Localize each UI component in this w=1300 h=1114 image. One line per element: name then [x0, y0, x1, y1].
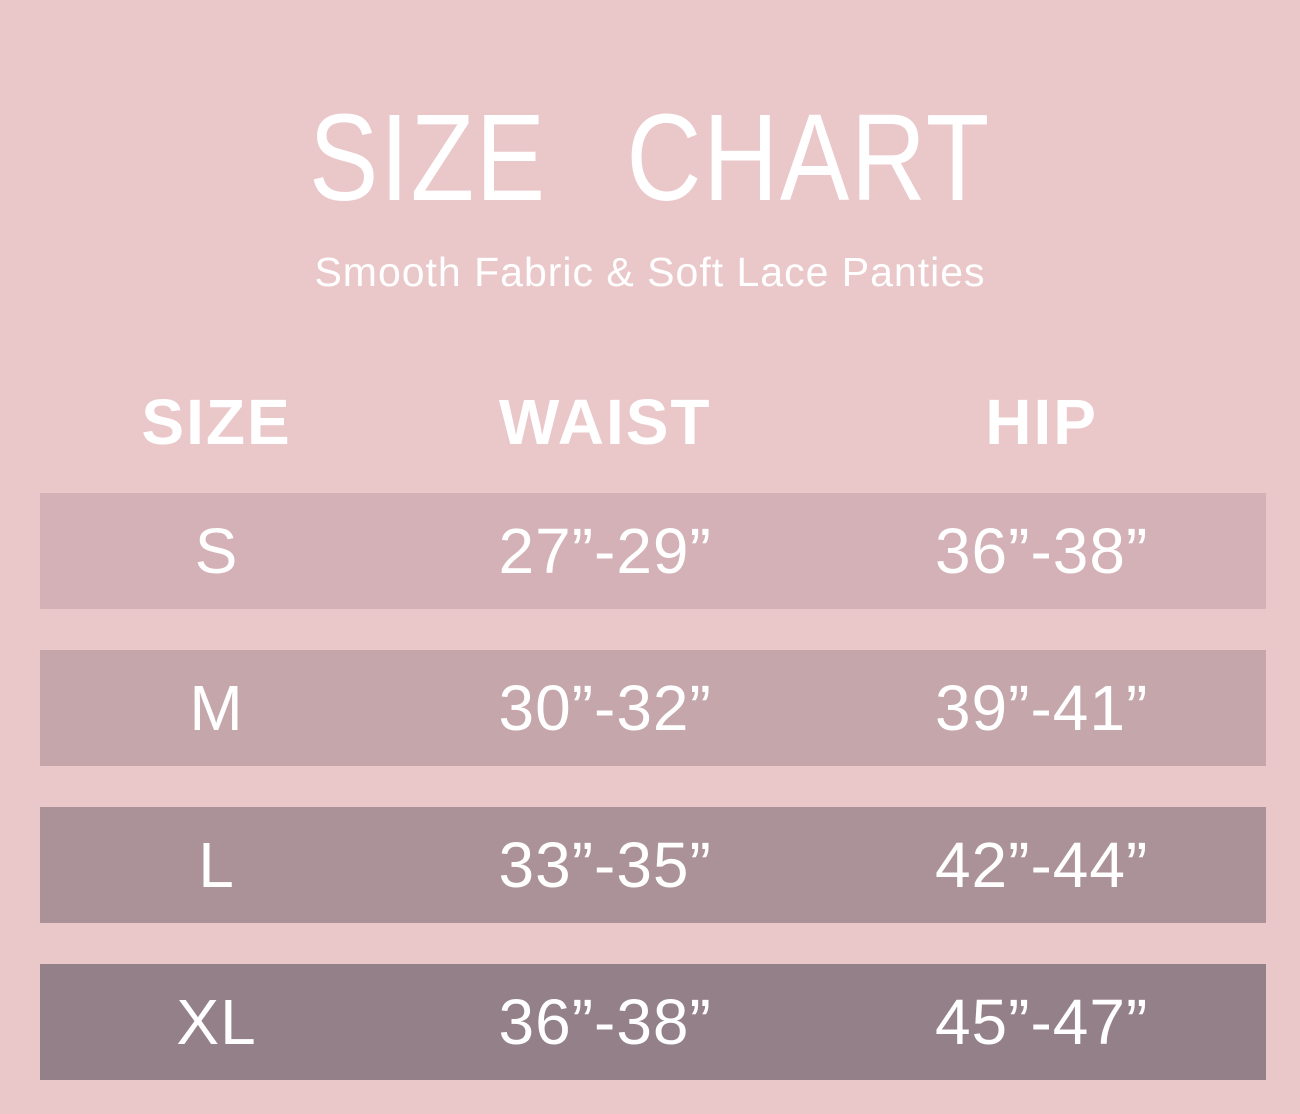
page-title: SIZE CHART — [309, 90, 991, 227]
column-header-size: SIZE — [141, 386, 292, 458]
waist-cell: 30”-32” — [498, 672, 712, 744]
column-header-waist: WAIST — [498, 386, 712, 458]
table-header-row: SIZE WAIST HIP — [40, 390, 1266, 454]
hip-cell: 42”-44” — [934, 829, 1149, 901]
size-cell: M — [189, 672, 244, 744]
hip-cell: 36”-38” — [934, 515, 1149, 587]
table-row-xl: XL 36”-38” 45”-47” — [40, 964, 1266, 1080]
table-row-m: M 30”-32” 39”-41” — [40, 650, 1266, 766]
table-row-l: L 33”-35” 42”-44” — [40, 807, 1266, 923]
hip-cell: 39”-41” — [934, 672, 1149, 744]
waist-cell: 36”-38” — [498, 986, 712, 1058]
table-row-s: S 27”-29” 36”-38” — [40, 493, 1266, 609]
size-cell: S — [194, 515, 239, 587]
page-subtitle: Smooth Fabric & Soft Lace Panties — [314, 249, 986, 295]
size-cell: L — [198, 829, 235, 901]
hip-cell: 45”-47” — [934, 986, 1149, 1058]
column-header-hip: HIP — [985, 386, 1098, 458]
waist-cell: 33”-35” — [498, 829, 712, 901]
waist-cell: 27”-29” — [498, 515, 712, 587]
size-cell: XL — [176, 986, 257, 1058]
